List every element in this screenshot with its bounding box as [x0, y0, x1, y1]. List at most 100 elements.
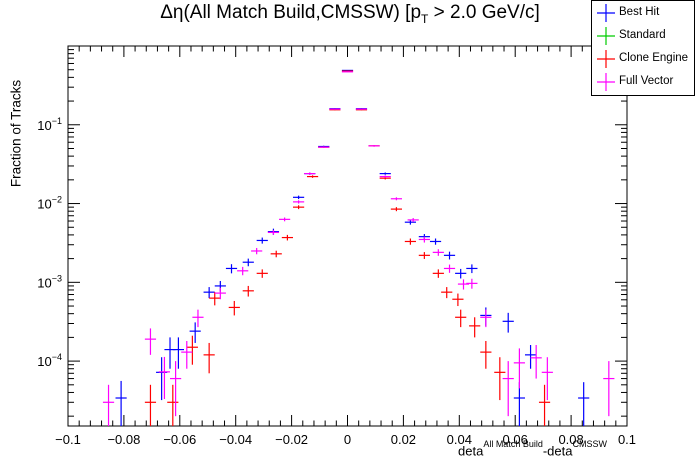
data-point-full-vector — [144, 328, 157, 355]
chart-title-sub: T — [421, 11, 429, 26]
data-point-full-vector — [368, 145, 380, 147]
legend-marker-best-hit — [597, 4, 615, 22]
x-tick-label: 0 — [344, 432, 351, 447]
legend-marker-full-vector — [597, 73, 615, 91]
data-point-full-vector — [541, 357, 553, 401]
data-point-best-hit — [242, 258, 254, 267]
data-point-full-vector — [192, 309, 204, 328]
data-point-best-hit — [578, 382, 590, 426]
data-point-clone-engine — [281, 234, 293, 241]
x-axis-label: detaAll Match Build-detaCMSSW — [458, 439, 607, 459]
data-point-best-hit — [256, 237, 268, 244]
data-point-full-vector — [158, 356, 171, 400]
x-tick-label: 0.1 — [618, 432, 636, 447]
data-point-clone-engine — [538, 384, 551, 426]
x-label-sup1: All Match Build — [483, 439, 543, 449]
data-point-clone-engine — [390, 207, 403, 212]
x-label-sup2: CMSSW — [572, 439, 607, 449]
x-label-base1: deta — [458, 443, 484, 459]
plot-frame — [67, 45, 628, 427]
data-point-full-vector — [443, 264, 456, 273]
data-point-clone-engine — [455, 309, 467, 328]
data-point-full-vector — [329, 108, 341, 110]
legend-label-clone-engine: Clone Engine — [619, 52, 689, 64]
data-point-best-hit — [189, 322, 201, 343]
x-label-base2: -deta — [542, 443, 573, 459]
data-point-full-vector — [292, 200, 305, 204]
data-point-clone-engine — [209, 292, 221, 306]
legend-item-clone-engine: Clone Engine — [592, 48, 696, 70]
data-point-clone-engine — [469, 317, 481, 338]
x-tick-label: 0.04 — [447, 432, 472, 447]
data-point-best-hit — [379, 172, 391, 175]
data-point-best-hit — [292, 195, 305, 200]
x-tick-label: 0.06 — [503, 432, 528, 447]
x-tick-label: −0.06 — [163, 432, 196, 447]
data-point-full-vector — [355, 108, 368, 110]
data-point-clone-engine — [306, 175, 319, 178]
y-tick-base: 10 — [37, 275, 51, 290]
data-point-clone-engine — [452, 293, 464, 307]
y-tick-label: 10−2 — [37, 195, 62, 212]
data-point-clone-engine — [186, 335, 198, 365]
y-tick-exponent: −1 — [52, 116, 62, 126]
y-tick-base: 10 — [37, 118, 51, 133]
data-point-full-vector — [279, 217, 291, 222]
data-point-clone-engine — [228, 300, 240, 316]
legend-marker-standard — [597, 27, 615, 45]
legend: Best Hit Standard Clone Engine Full Vect… — [591, 0, 695, 96]
data-point-best-hit — [115, 380, 127, 426]
data-point-clone-engine — [441, 287, 453, 299]
data-point-full-vector — [418, 236, 430, 243]
data-point-best-hit — [455, 268, 467, 279]
chart-title-main: Δη(All Match Build,CMSSW) [p — [160, 2, 422, 23]
data-point-clone-engine — [404, 238, 416, 245]
data-point-full-vector — [237, 266, 249, 276]
data-point-best-hit — [513, 382, 525, 426]
data-point-full-vector — [407, 218, 419, 222]
y-tick-exponent: −4 — [52, 352, 62, 362]
x-tick-label: −0.04 — [219, 432, 252, 447]
data-point-clone-engine — [494, 357, 506, 401]
data-point-clone-engine — [432, 269, 444, 278]
data-point-best-hit — [156, 357, 168, 401]
data-point-clone-engine — [203, 342, 215, 374]
data-point-clone-engine — [480, 340, 492, 369]
data-point-full-vector — [390, 197, 403, 201]
y-tick-label: 10−1 — [37, 116, 62, 133]
data-point-full-vector — [214, 287, 226, 300]
legend-label-standard: Standard — [619, 29, 666, 41]
data-point-full-vector — [502, 361, 514, 417]
data-point-clone-engine — [256, 269, 268, 278]
data-point-best-hit — [524, 345, 537, 369]
data-point-full-vector — [466, 278, 478, 289]
data-point-best-hit — [203, 287, 215, 299]
chart-title: Δη(All Match Build,CMSSW) [pT > 2.0 GeV/… — [70, 2, 630, 26]
x-tick-label: −0.08 — [107, 432, 140, 447]
data-point-full-vector — [457, 279, 470, 290]
data-point-full-vector — [102, 384, 115, 426]
chart-title-end: > 2.0 GeV/c] — [428, 2, 540, 23]
data-point-full-vector — [304, 172, 316, 175]
data-point-best-hit — [225, 264, 238, 274]
data-point-full-vector — [480, 309, 492, 328]
x-tick-label: −0.02 — [275, 432, 308, 447]
data-point-best-hit — [429, 238, 442, 245]
data-point-clone-engine — [242, 285, 254, 297]
y-axis-label: Fraction of Tracks — [8, 79, 24, 188]
x-tick-label: 0.02 — [391, 432, 416, 447]
legend-label-full-vector: Full Vector — [619, 75, 674, 87]
data-point-best-hit — [502, 312, 514, 333]
x-tick-label: 0.08 — [558, 432, 583, 447]
data-point-best-hit — [466, 264, 478, 274]
y-tick-exponent: −2 — [52, 195, 62, 205]
data-point-best-hit — [164, 337, 176, 369]
data-point-full-vector — [341, 71, 354, 73]
legend-item-standard: Standard — [592, 25, 696, 47]
data-point-clone-engine — [418, 252, 430, 259]
data-point-full-vector — [379, 175, 391, 178]
data-point-full-vector — [603, 361, 615, 417]
y-tick-exponent: −3 — [52, 273, 62, 283]
data-point-full-vector — [530, 345, 542, 379]
